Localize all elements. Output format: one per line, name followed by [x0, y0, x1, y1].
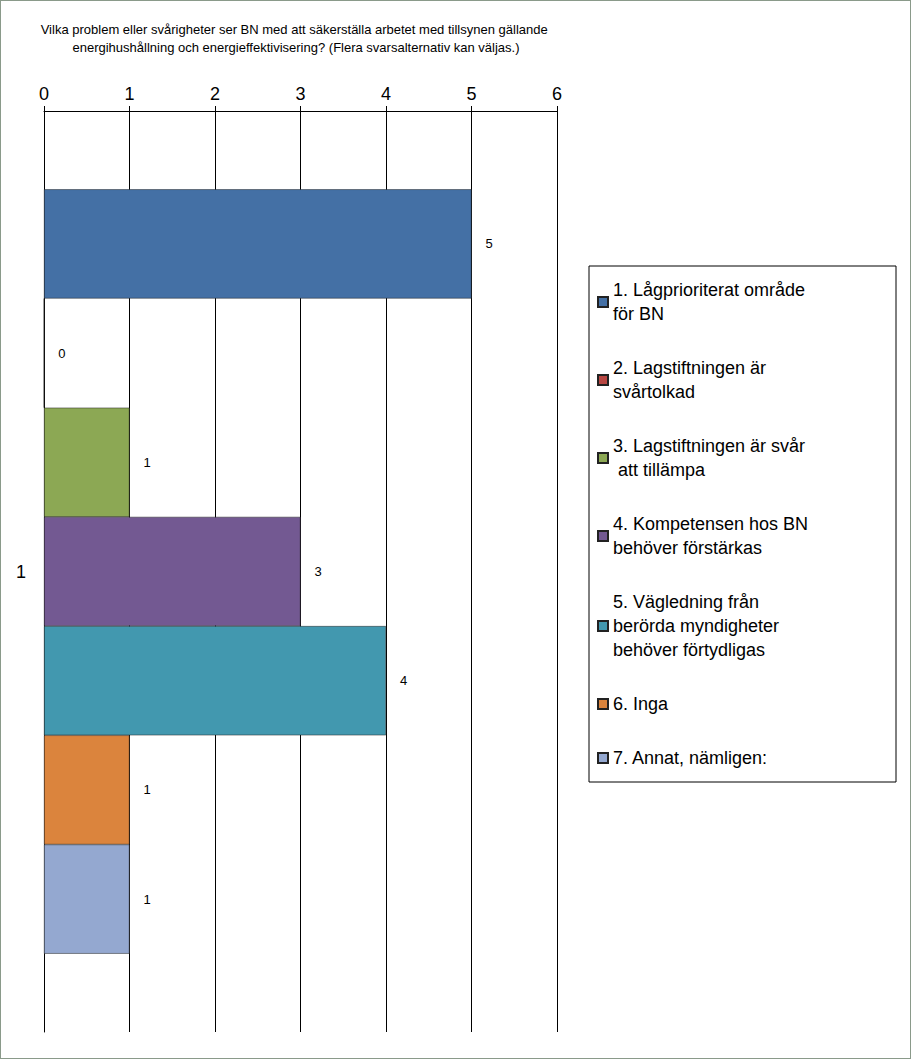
svg-text:Vilka problem eller svårighete: Vilka problem eller svårigheter ser BN m…	[41, 22, 552, 37]
svg-text:6: 6	[552, 84, 562, 104]
svg-text:0: 0	[39, 84, 49, 104]
svg-text:3. Lagstiftningen är svår: 3. Lagstiftningen är svår	[613, 436, 805, 456]
svg-text:svårtolkad: svårtolkad	[613, 382, 695, 402]
svg-text:2. Lagstiftningen är: 2. Lagstiftningen är	[613, 358, 771, 378]
svg-text:behöver förstärkas: behöver förstärkas	[613, 538, 762, 558]
svg-text:1: 1	[144, 892, 151, 907]
svg-text:för BN: för BN	[613, 304, 664, 324]
svg-text:0: 0	[58, 346, 65, 361]
svg-text:4: 4	[400, 673, 407, 688]
svg-text:1: 1	[16, 562, 26, 582]
svg-text:behöver förtydligas: behöver förtydligas	[613, 640, 765, 660]
svg-text:4. Kompetensen hos BN: 4. Kompetensen hos BN	[613, 514, 813, 534]
svg-text:5. Vägledning från: 5. Vägledning från	[613, 592, 764, 612]
svg-text:1: 1	[144, 455, 151, 470]
svg-text:4: 4	[381, 84, 391, 104]
svg-text:att tillämpa: att tillämpa	[613, 460, 706, 480]
svg-text:3: 3	[315, 564, 322, 579]
svg-text:6. Inga: 6. Inga	[613, 694, 669, 714]
svg-text:1. Lågprioriterat område: 1. Lågprioriterat område	[613, 280, 810, 300]
svg-text:5: 5	[486, 236, 493, 251]
svg-text:1: 1	[124, 84, 134, 104]
svg-text:7. Annat, nämligen:: 7. Annat, nämligen:	[613, 748, 767, 768]
svg-text:berörda myndigheter: berörda myndigheter	[613, 616, 784, 636]
svg-text:2: 2	[210, 84, 220, 104]
svg-text:energihushållning och energief: energihushållning och energieffektiviser…	[72, 40, 519, 55]
svg-text:3: 3	[295, 84, 305, 104]
svg-text:1: 1	[144, 782, 151, 797]
svg-text:5: 5	[466, 84, 476, 104]
